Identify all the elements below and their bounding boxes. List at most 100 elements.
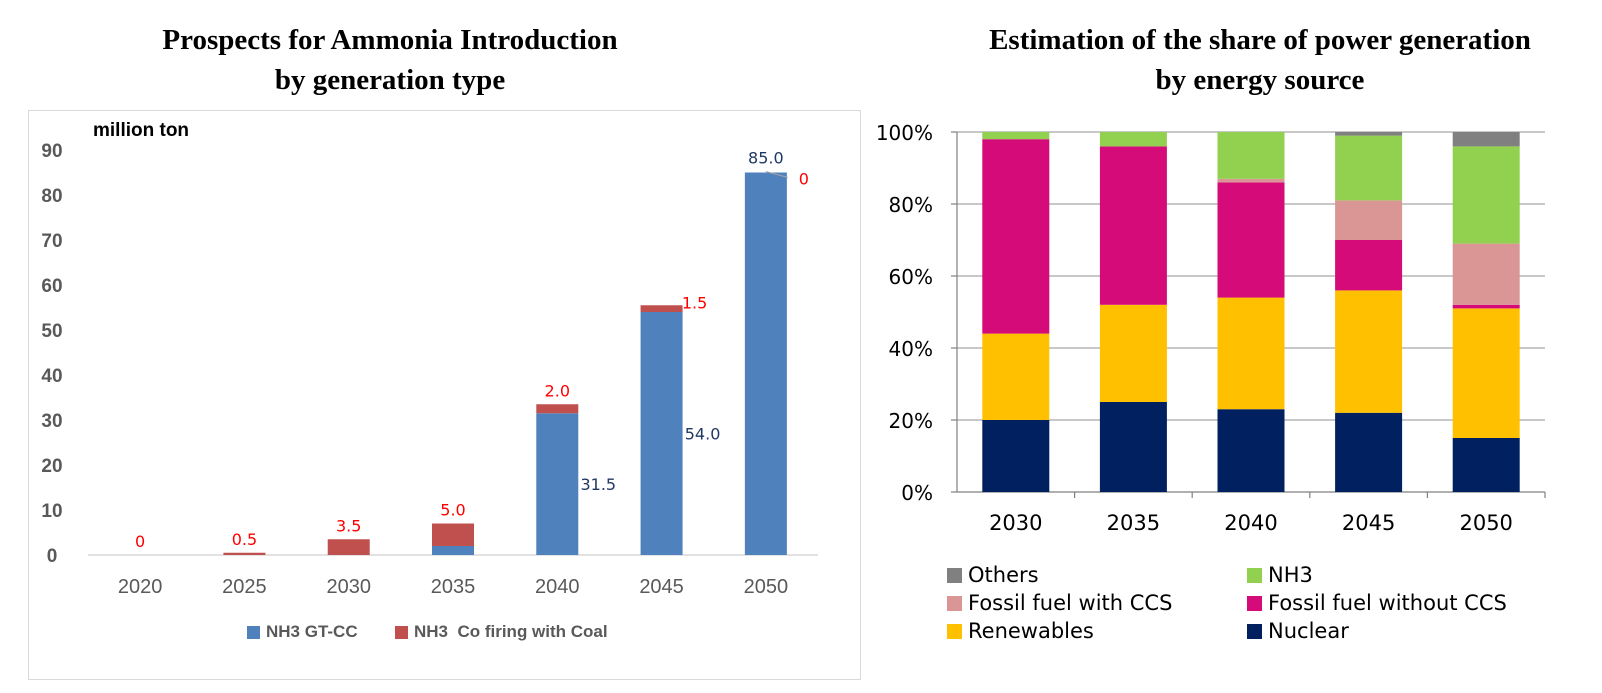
left-x-tick-label-3: 2035 bbox=[431, 576, 476, 598]
right-y-tick-label-2: 40% bbox=[889, 337, 933, 361]
segment-renewables-2045 bbox=[1335, 290, 1403, 413]
left-chart-frame bbox=[28, 110, 861, 680]
left-chart-title: Prospects for Ammonia Introduction by ge… bbox=[60, 20, 720, 100]
right-y-tick-label-5: 100% bbox=[876, 121, 933, 145]
legend-swatch-cofire bbox=[395, 625, 408, 639]
left-y-tick-label-4: 40 bbox=[41, 366, 62, 387]
right-legend-renewables: Renewables bbox=[947, 619, 1094, 643]
segment-nuclear-2045 bbox=[1335, 412, 1403, 492]
data-label-cofire-2040: 2.0 bbox=[545, 381, 570, 400]
legend-swatch-nuclear bbox=[1247, 623, 1262, 639]
bar-cofire-2025 bbox=[223, 552, 266, 555]
left-y-tick-label-8: 80 bbox=[41, 186, 62, 207]
data-label-leader-2050 bbox=[765, 171, 788, 178]
bar-gtcc-2040 bbox=[536, 413, 579, 555]
right-title-line1: Estimation of the share of power generat… bbox=[989, 24, 1531, 56]
segment-fossil-fuel-with-ccs-2050 bbox=[1452, 243, 1520, 305]
right-title-line2: by energy source bbox=[1155, 64, 1365, 96]
left-x-tick-label-0: 2020 bbox=[118, 576, 163, 598]
segment-others-2045 bbox=[1335, 132, 1403, 136]
bar-cofire-2030 bbox=[327, 539, 370, 555]
data-label-cofire-2030: 3.5 bbox=[336, 516, 361, 535]
right-legend-others: Others bbox=[947, 563, 1039, 587]
legend-label-renewables: Renewables bbox=[968, 619, 1094, 643]
segment-renewables-2040 bbox=[1217, 297, 1285, 410]
right-legend-fossil-ccs: Fossil fuel with CCS bbox=[947, 591, 1172, 615]
left-y-tick-label-2: 20 bbox=[41, 456, 62, 477]
left-title-line1: Prospects for Ammonia Introduction bbox=[162, 24, 618, 56]
bar-cofire-2045 bbox=[640, 305, 683, 312]
legend-swatch-fossil-ccs bbox=[947, 595, 962, 611]
right-x-tick-label-4: 2050 bbox=[1459, 511, 1512, 535]
legend-swatch-others bbox=[947, 567, 962, 583]
segment-nh3-2050 bbox=[1452, 146, 1520, 244]
right-x-tick-label-3: 2045 bbox=[1342, 511, 1395, 535]
bar-gtcc-2045 bbox=[640, 312, 683, 555]
segment-fossil-fuel-without-ccs-2050 bbox=[1452, 304, 1520, 309]
legend-swatch-nh3 bbox=[1247, 567, 1262, 583]
left-y-tick-label-6: 60 bbox=[41, 276, 62, 297]
segment-nuclear-2040 bbox=[1217, 409, 1285, 492]
legend-label-fossil-ccs: Fossil fuel with CCS bbox=[968, 591, 1173, 615]
right-y-tick-label-3: 60% bbox=[889, 265, 933, 289]
data-label-gtcc-2045: 54.0 bbox=[685, 425, 721, 444]
right-legend-fossil-noccs: Fossil fuel without CCS bbox=[1247, 591, 1507, 615]
segment-fossil-fuel-without-ccs-2040 bbox=[1217, 182, 1285, 298]
left-x-tick-label-2: 2030 bbox=[326, 576, 371, 598]
segment-nh3-2045 bbox=[1335, 135, 1403, 201]
segment-fossil-fuel-without-ccs-2045 bbox=[1335, 240, 1403, 291]
segment-nuclear-2035 bbox=[1099, 402, 1167, 492]
data-label-cofire-2045: 1.5 bbox=[682, 293, 707, 312]
left-legend-cofire: NH3 Co firing with Coal bbox=[395, 622, 608, 642]
segment-nuclear-2030 bbox=[982, 420, 1050, 492]
legend-label-others: Others bbox=[968, 563, 1039, 587]
right-y-tick-label-1: 20% bbox=[889, 409, 933, 433]
bar-cofire-2035 bbox=[432, 523, 474, 546]
left-y-tick-label-0: 0 bbox=[47, 546, 58, 567]
legend-label-nuclear: Nuclear bbox=[1268, 619, 1349, 643]
left-y-axis-title: million ton bbox=[93, 120, 190, 141]
legend-label-nh3: NH3 bbox=[1268, 563, 1313, 587]
segment-nh3-2040 bbox=[1217, 132, 1285, 179]
bar-cofire-2040 bbox=[536, 404, 579, 414]
left-y-tick-label-3: 30 bbox=[41, 411, 62, 432]
segment-fossil-fuel-with-ccs-2045 bbox=[1335, 200, 1403, 240]
data-label-cofire-2035: 5.0 bbox=[440, 501, 465, 520]
right-x-tick-label-2: 2040 bbox=[1224, 511, 1277, 535]
left-x-tick-label-5: 2045 bbox=[639, 576, 684, 598]
segment-renewables-2035 bbox=[1099, 304, 1167, 402]
legend-swatch-fossil-noccs bbox=[1247, 595, 1262, 611]
left-legend-gtcc: NH3 GT-CC bbox=[247, 622, 358, 642]
bar-gtcc-2035 bbox=[432, 546, 474, 555]
segment-nh3-2035 bbox=[1099, 132, 1167, 147]
data-label-gtcc-2040: 31.5 bbox=[580, 475, 616, 494]
data-label-cofire-2050: 0 bbox=[799, 170, 809, 189]
right-x-tick-label-1: 2035 bbox=[1107, 511, 1160, 535]
segment-renewables-2030 bbox=[982, 333, 1050, 420]
segment-others-2050 bbox=[1452, 132, 1520, 147]
legend-label-gtcc: NH3 GT-CC bbox=[266, 622, 358, 641]
data-label-cofire-2020: 0 bbox=[135, 532, 145, 551]
right-y-tick-label-0: 0% bbox=[901, 481, 933, 505]
left-title-line2: by generation type bbox=[274, 64, 506, 96]
legend-label-fossil-noccs: Fossil fuel without CCS bbox=[1268, 591, 1507, 615]
left-y-tick-label-7: 70 bbox=[41, 231, 62, 252]
left-x-tick-label-6: 2050 bbox=[744, 576, 789, 598]
data-label-cofire-2025: 0.5 bbox=[232, 530, 257, 549]
segment-fossil-fuel-without-ccs-2035 bbox=[1099, 146, 1167, 305]
left-y-tick-label-9: 90 bbox=[41, 141, 62, 162]
left-y-tick-label-5: 50 bbox=[41, 321, 62, 342]
bar-gtcc-2050 bbox=[744, 172, 787, 555]
segment-fossil-fuel-without-ccs-2030 bbox=[982, 139, 1050, 334]
right-x-tick-label-0: 2030 bbox=[989, 511, 1042, 535]
legend-swatch-gtcc bbox=[247, 625, 260, 639]
left-y-tick-label-1: 10 bbox=[41, 501, 62, 522]
segment-nh3-2030 bbox=[982, 132, 1050, 140]
right-chart-title: Estimation of the share of power generat… bbox=[940, 20, 1580, 100]
right-legend-nh3: NH3 bbox=[1247, 563, 1313, 587]
legend-swatch-renewables bbox=[947, 623, 962, 639]
segment-fossil-fuel-with-ccs-2040 bbox=[1217, 178, 1285, 183]
right-y-tick-label-4: 80% bbox=[889, 193, 933, 217]
left-x-tick-label-4: 2040 bbox=[535, 576, 580, 598]
